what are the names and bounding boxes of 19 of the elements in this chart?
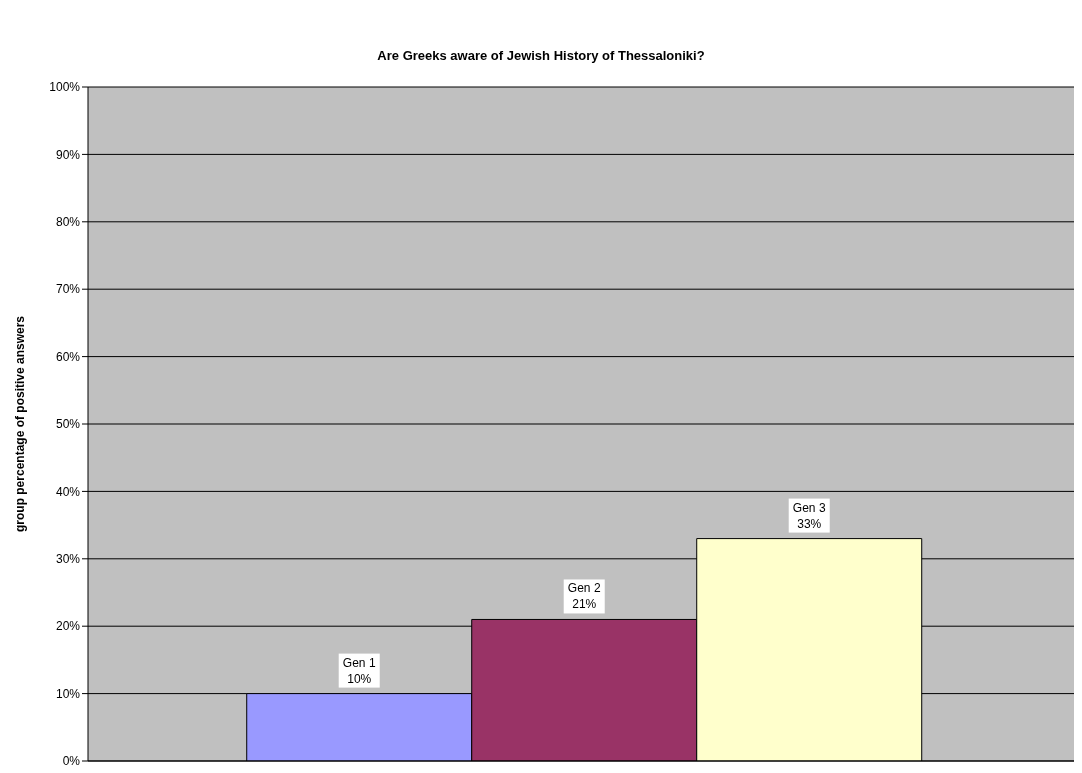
y-tick-label: 60% xyxy=(55,349,81,364)
y-tick-label: 100% xyxy=(49,80,81,95)
series-label: Gen 2 xyxy=(567,581,601,596)
y-tick-label: 10% xyxy=(55,686,81,701)
y-axis-title: group percentage of positive answers xyxy=(13,315,28,533)
y-tick-label: 0% xyxy=(62,754,81,769)
data-label: 21% xyxy=(572,597,597,612)
y-tick-label: 30% xyxy=(55,552,81,567)
y-tick-label: 40% xyxy=(55,484,81,499)
y-tick-label: 20% xyxy=(55,619,81,634)
y-tick-label: 80% xyxy=(55,215,81,230)
chart-title: Are Greeks aware of Jewish History of Thessaloniki? xyxy=(376,48,706,63)
y-tick-label: 50% xyxy=(55,417,81,432)
series-label: Gen 1 xyxy=(342,655,376,670)
y-tick-label: 90% xyxy=(55,147,81,162)
series-label: Gen 3 xyxy=(792,500,826,515)
y-tick-label: 70% xyxy=(55,282,81,297)
data-label: 10% xyxy=(347,671,372,686)
data-label: 33% xyxy=(797,516,822,531)
